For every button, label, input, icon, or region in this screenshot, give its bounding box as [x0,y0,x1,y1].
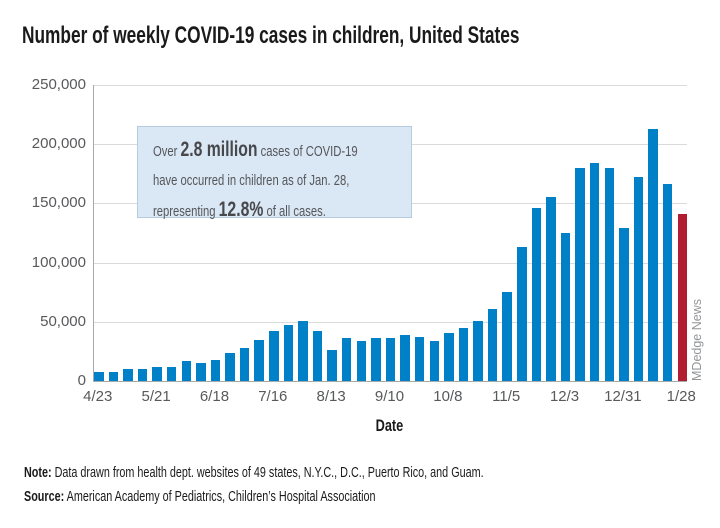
bar [458,327,469,381]
y-tick-label: 200,000 [31,135,86,153]
x-tick-label: 6/18 [199,388,230,405]
bar [487,308,498,381]
bar [648,128,658,381]
bar [589,163,600,381]
source-label: Source: [24,488,65,505]
gridline [94,85,687,86]
y-tick-label: 250,000 [31,76,86,93]
x-axis-labels: 4/23 5/21 6/18 7/16 8/13 9/10 10/8 11/5 12/3 12/3… [83,388,696,408]
bar [531,207,542,381]
x-tick-label: 11/5 [492,388,521,405]
bar [137,369,148,381]
y-tick-label: 100,000 [31,253,86,271]
plot-area: Over 2.8 million cases of COVID-19 have … [93,85,687,382]
bar [254,339,264,381]
bar [312,331,323,381]
bar [546,197,556,381]
footnotes: Note: Data drawn from health dept. websi… [24,461,484,509]
bar [444,333,454,381]
bar-highlight [677,214,687,381]
bar [575,167,585,381]
bar [123,369,133,381]
x-tick-label: 4/23 [83,388,113,405]
bar [210,359,221,381]
y-tick-label: 50,000 [40,312,86,330]
annotation-text: Over 2.8 million cases of COVID-19 have … [138,127,358,226]
bar [283,325,294,381]
annotation-line-1: Over 2.8 million cases of COVID-19 [153,138,358,161]
bar [341,337,352,381]
note-line: Note: Data drawn from health dept. websi… [24,464,484,481]
bar [327,350,337,381]
bar [269,331,279,381]
bar [517,247,527,381]
source-line: Source: American Academy of Pediatrics, … [24,488,376,505]
x-tick-label: 7/16 [258,388,288,405]
bar [662,183,673,381]
bar [385,337,396,381]
x-tick-label: 5/21 [141,388,171,405]
annotation-percent: 12.8% [218,198,264,221]
x-axis-title: Date [375,416,404,435]
bar [356,340,367,381]
bar [604,167,615,381]
bar [560,233,571,381]
watermark-mdedge-news: MDedge News [690,299,704,381]
x-tick-label: 9/10 [374,388,405,405]
x-tick-label: 8/13 [316,388,346,405]
y-tick-label: 0 [77,372,86,389]
x-tick-label: 12/31 [604,388,642,405]
bar [502,291,512,381]
bar [414,336,425,381]
y-tick-label: 150,000 [31,194,86,212]
bar [473,320,483,381]
bar [619,227,629,381]
bar [108,372,119,381]
bar [371,337,381,381]
x-tick-label: 12/3 [549,388,580,405]
annotation-box: Over 2.8 million cases of COVID-19 have … [137,126,412,221]
x-tick-label: 10/8 [433,388,463,405]
bar [196,363,206,381]
note-label: Note: [24,464,52,481]
bar [400,335,410,381]
y-axis-labels: 0 50,000 100,000 150,000 200,000 250,000 [0,76,86,389]
x-tick-label: 1/28 [666,388,696,405]
bar [152,367,162,381]
bar [166,366,177,381]
annotation-line-3: representing 12.8% of all cases. [153,198,326,221]
gridline [94,262,687,264]
bar [633,176,644,381]
chart-title: Number of weekly COVID-19 cases in child… [22,22,520,49]
bar [225,353,235,381]
annotation-line-2: have occurred in children as of Jan. 28, [153,172,350,189]
bar [239,348,250,381]
bar [181,360,192,381]
gridline [94,321,687,323]
bar [429,341,439,381]
annotation-cases-total: 2.8 million [180,138,258,161]
bar [298,320,308,381]
bar [94,372,104,381]
